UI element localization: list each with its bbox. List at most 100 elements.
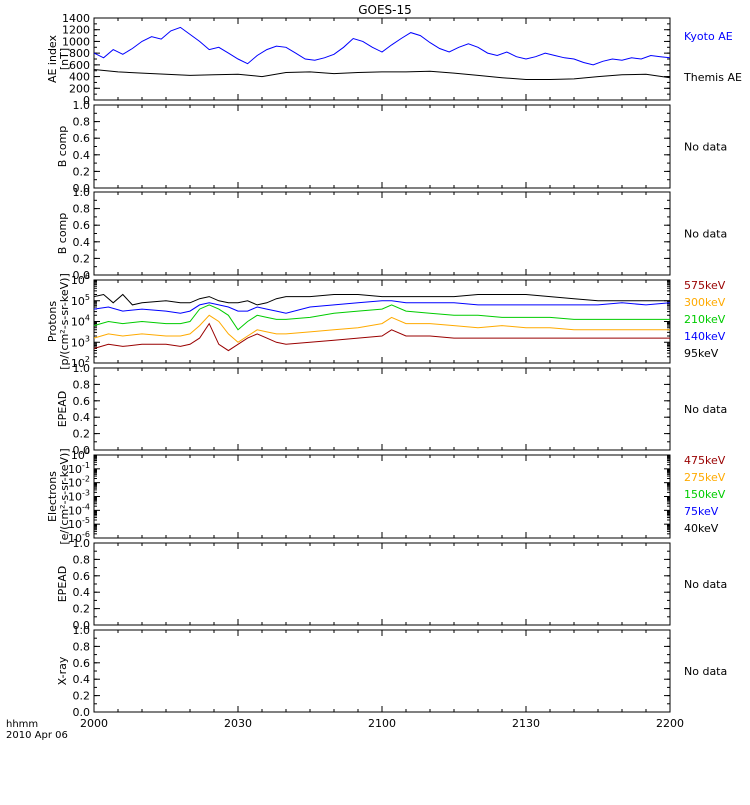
series-line-575kev [93, 322, 670, 352]
panel-frame [93, 279, 671, 364]
y-tick-base: 10 [71, 316, 85, 329]
y-tick-label: 105 [71, 293, 90, 308]
panel-frame [93, 454, 671, 539]
y-tick-exponent: -4 [82, 502, 90, 511]
no-data-label: No data [684, 403, 727, 416]
y-axis-label: [nT] [58, 48, 71, 70]
no-data-label: No data [684, 228, 727, 241]
y-tick-label: 10-6 [68, 530, 90, 545]
y-tick-label: 0.6 [73, 132, 91, 145]
no-data-label: No data [684, 665, 727, 678]
y-tick-exponent: -2 [82, 475, 90, 484]
y-tick-base: 10 [71, 357, 85, 370]
panel-frame [93, 191, 671, 276]
y-tick-base: 10 [71, 449, 85, 462]
time-tick-label: 2130 [512, 717, 540, 730]
y-tick-label: 103 [71, 334, 90, 349]
y-tick-label: 10-5 [68, 516, 90, 531]
y-tick-label: 0.8 [73, 378, 91, 391]
y-tick-label: 0.0 [73, 444, 91, 457]
y-tick-label: 102 [71, 355, 90, 370]
y-tick-label: 1.0 [73, 362, 91, 375]
y-tick-exponent: -6 [82, 530, 90, 539]
series-line-300kev [93, 314, 670, 343]
legend-entry: 575keV [684, 279, 726, 292]
legend-entry: 210keV [684, 313, 726, 326]
panel-frame [93, 17, 671, 101]
y-tick-label: 0.8 [73, 203, 91, 216]
y-tick-label: 10-3 [68, 489, 90, 504]
time-tick-label: 2030 [224, 717, 252, 730]
y-axis-label: [e/(cm²-s-sr-keV)] [58, 448, 71, 544]
y-tick-label: 0.2 [73, 690, 91, 703]
panel-frame [93, 542, 671, 626]
panel-frame [93, 104, 671, 189]
y-tick-base: 10 [68, 491, 82, 504]
y-tick-exponent: 2 [85, 355, 90, 364]
y-tick-label: 100 [71, 447, 90, 462]
panel-epead2: 0.0 0.2 0.4 0.6 0.8 1.0 EPEAD No data [56, 537, 727, 632]
y-tick-label: 0.0 [73, 619, 91, 632]
y-tick-label: 0.4 [73, 236, 91, 249]
y-tick-label: 0.4 [73, 673, 91, 686]
y-tick-label: 10-1 [68, 461, 90, 476]
y-tick-label: 200 [69, 82, 90, 95]
legend-entry: 95keV [684, 347, 719, 360]
y-tick-label: 600 [69, 59, 90, 72]
y-tick-exponent: -1 [82, 461, 90, 470]
y-tick-base: 10 [71, 295, 85, 308]
y-tick-label: 0.2 [73, 428, 91, 441]
y-tick-label: 10-2 [68, 475, 90, 490]
y-tick-label: 400 [69, 71, 90, 84]
y-tick-label: 1400 [62, 12, 90, 25]
y-tick-base: 10 [71, 336, 85, 349]
panel-frame [93, 629, 671, 713]
y-tick-exponent: -5 [82, 516, 90, 525]
y-axis-label: [p/(cm²-s-sr-keV)] [58, 273, 71, 370]
legend-entry: Themis AE [683, 71, 742, 84]
legend-entry: 75keV [684, 505, 719, 518]
legend-entry: 300keV [684, 296, 726, 309]
y-tick-base: 10 [68, 477, 82, 490]
series-line-95kev [93, 293, 670, 306]
y-tick-label: 1.0 [73, 624, 91, 637]
y-tick-label: 800 [69, 47, 90, 60]
legend-entry: 40keV [684, 522, 719, 535]
y-tick-label: 0.4 [73, 411, 91, 424]
series-line-kyoto-ae [93, 26, 671, 66]
time-axis-label-format: hhmm [6, 719, 38, 730]
y-tick-base: 10 [68, 463, 82, 476]
y-tick-label: 1.0 [73, 99, 91, 112]
y-axis-label: Electrons [46, 471, 59, 522]
y-tick-label: 0.6 [73, 570, 91, 583]
y-tick-exponent: 0 [85, 447, 90, 456]
y-tick-label: 1.0 [73, 537, 91, 550]
y-tick-exponent: 5 [85, 293, 90, 302]
plot-title: GOES-15 [358, 3, 412, 17]
y-tick-label: 106 [71, 272, 90, 287]
panel-frame [93, 367, 671, 451]
y-tick-label: 0.2 [73, 165, 91, 178]
y-tick-label: 104 [71, 314, 90, 329]
y-tick-label: 0.6 [73, 219, 91, 232]
series-line-themis-ae [93, 69, 671, 80]
y-tick-label: 0.4 [73, 586, 91, 599]
time-axis: 2000 2030 2100 2130 2200 [80, 717, 684, 730]
legend-entry: 275keV [684, 471, 726, 484]
y-tick-label: 0.0 [73, 182, 91, 195]
y-tick-label: 0.4 [73, 149, 91, 162]
time-tick-label: 2100 [368, 717, 396, 730]
y-tick-label: 1000 [62, 35, 90, 48]
y-axis-label: Protons [46, 301, 59, 342]
panel-epead1: 0.0 0.2 0.4 0.6 0.8 1.0 EPEAD No data [56, 362, 727, 457]
panel-b2: 0.0 0.2 0.4 0.6 0.8 1.0 B comp No data [56, 186, 727, 282]
y-tick-exponent: 6 [85, 272, 90, 281]
time-tick-label: 2200 [656, 717, 684, 730]
series-line-140kev [93, 300, 671, 314]
y-tick-label: 0.0 [73, 706, 91, 719]
y-tick-base: 10 [68, 532, 82, 545]
